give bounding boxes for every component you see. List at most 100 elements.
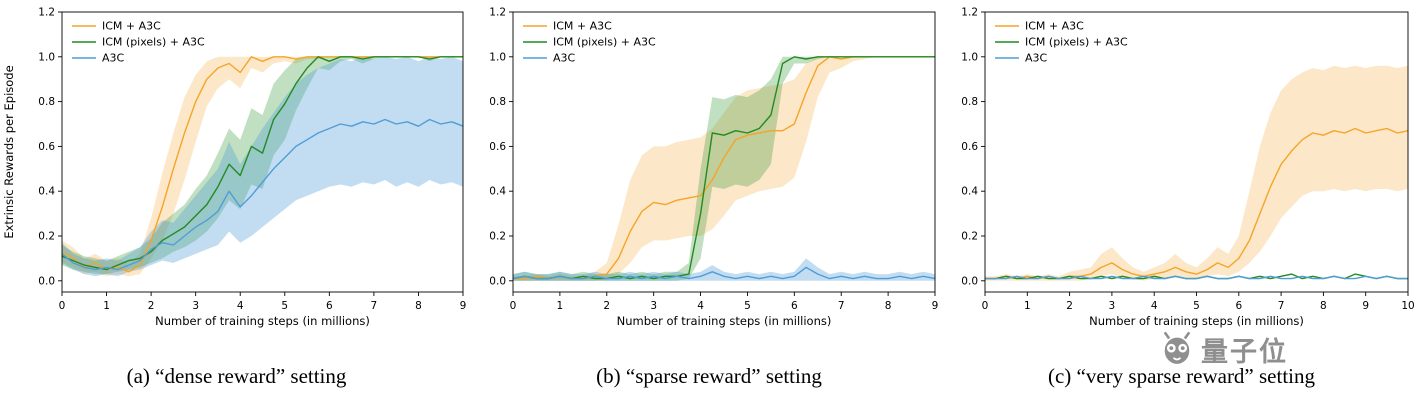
x-axis-label: Number of training steps (in millions) [1089,314,1304,328]
plot-frame [512,11,936,293]
y-tick-label: 0.4 [38,186,55,198]
x-tick-label: 2 [603,300,610,312]
icm-pixels-a3c-line [512,56,935,280]
y-axis-ticks: 0.0 0.2 0.4 0.6 0.8 1.0 1.2 [38,7,62,287]
a3c-line [61,118,464,271]
icm-pixels-a3c-line [61,56,463,271]
x-tick-label: 7 [1278,300,1285,312]
a3c-line [512,266,936,280]
a3c-band [62,56,463,277]
x-tick-label: 3 [1109,300,1116,312]
x-tick-label: 9 [460,300,467,312]
x-tick-label: 0 [59,300,66,312]
icm-a3c-band [513,56,935,281]
y-tick-label: 0.6 [961,141,978,153]
x-axis-label: Number of training steps (in millions) [155,314,370,328]
icm-a3c-band [985,65,1408,281]
x-tick-label: 6 [1235,300,1242,312]
y-axis-label: Extrinsic Rewards per Episode [2,65,16,238]
y-tick-label: 0.4 [489,186,506,198]
captions-row: (a) “dense reward” setting (b) “sparse r… [0,364,1418,389]
icm-pixels-a3c-legend-label: ICM (pixels) + A3C [553,36,656,49]
x-axis-ticks: 0 1 2 3 4 5 6 7 8 9 [510,292,939,312]
icm-a3c-band [62,56,463,277]
x-tick-label: 1 [103,300,110,312]
x-tick-label: 8 [885,300,892,312]
legend: ICM + A3C ICM (pixels) + A3C A3C [523,20,656,65]
icm-a3c-legend-label: ICM + A3C [1025,20,1084,33]
x-tick-label: 3 [650,300,657,312]
chart-sparse-reward-canvas: 0.0 0.2 0.4 0.6 0.8 1.0 1.2 0 1 2 3 4 5 6 7 8 9 Number of… [489,7,939,329]
y-tick-label: 0.0 [961,275,978,287]
x-axis-ticks: 0 1 2 3 4 5 6 7 8 9 10 [982,292,1415,312]
icm-pixels-a3c-legend-label: ICM (pixels) + A3C [1025,36,1128,49]
legend: ICM + A3C ICM (pixels) + A3C A3C [995,20,1128,65]
legend: ICM + A3C ICM (pixels) + A3C A3C [72,20,205,65]
icm-pixels-a3c-band [513,56,935,281]
icm-pixels-a3c-legend-label: ICM (pixels) + A3C [102,36,205,49]
a3c-line [985,275,1408,280]
y-tick-label: 0.8 [961,96,978,108]
a3c-legend-label: A3C [1025,52,1048,65]
qbitai-logo-icon [1163,331,1191,366]
plot-frame [61,11,464,293]
icm-a3c-legend-label: ICM + A3C [102,20,161,33]
y-tick-label: 0.6 [489,141,506,153]
y-tick-label: 1.2 [38,7,55,19]
y-tick-label: 0.8 [489,96,506,108]
icm-pixels-a3c-band [62,56,463,275]
x-tick-label: 1 [557,300,564,312]
x-tick-label: 0 [982,300,989,312]
y-tick-label: 1.2 [489,7,506,19]
a3c-legend-label: A3C [102,52,125,65]
x-tick-label: 0 [510,300,517,312]
a3c-band [513,258,935,281]
x-tick-label: 4 [1151,300,1158,312]
x-tick-label: 2 [148,300,155,312]
x-tick-label: 8 [1320,300,1327,312]
x-tick-label: 5 [744,300,751,312]
y-tick-label: 1.0 [38,51,55,63]
x-tick-label: 9 [932,300,939,312]
x-tick-label: 7 [838,300,845,312]
x-tick-label: 9 [1362,300,1369,312]
caption-dense: (a) “dense reward” setting [126,364,347,388]
qbitai-watermark-text: 量子位 [1201,336,1288,368]
y-tick-label: 1.0 [489,51,506,63]
x-tick-label: 7 [371,300,378,312]
chart-very-sparse-reward: 0.0 0.2 0.4 0.6 0.8 1.0 1.2 0 1 2 3 4 5 6 7 8 9 10 Number … [945,0,1418,352]
x-tick-label: 2 [1066,300,1073,312]
chart-dense-reward: 0.0 0.2 0.4 0.6 0.8 1.0 1.2 0 1 2 3 4 5 6 7 8 9 Number of… [0,0,473,352]
y-tick-label: 0.6 [38,141,55,153]
icm-a3c-legend-label: ICM + A3C [553,20,612,33]
y-tick-label: 0.4 [961,186,978,198]
qbitai-watermark: 量子位 [1156,328,1288,370]
y-tick-label: 0.2 [489,231,506,243]
x-tick-label: 5 [1193,300,1200,312]
charts-row: 0.0 0.2 0.4 0.6 0.8 1.0 1.2 0 1 2 3 4 5 6 7 8 9 Number of… [0,0,1418,352]
y-tick-label: 0.2 [38,231,55,243]
chart-sparse-reward: 0.0 0.2 0.4 0.6 0.8 1.0 1.2 0 1 2 3 4 5 6 7 8 9 Number of… [473,0,945,352]
x-tick-label: 5 [281,300,288,312]
a3c-legend-label: A3C [553,52,576,65]
x-axis-label: Number of training steps (in millions) [617,314,832,328]
y-axis-ticks: 0.0 0.2 0.4 0.6 0.8 1.0 1.2 [489,7,513,287]
x-tick-label: 6 [326,300,333,312]
y-tick-label: 1.0 [961,51,978,63]
x-tick-label: 1 [1024,300,1031,312]
caption-sparse: (b) “sparse reward” setting [596,364,822,388]
y-tick-label: 1.2 [961,7,978,19]
x-tick-label: 10 [1401,300,1414,312]
x-tick-label: 8 [415,300,422,312]
chart-dense-reward-canvas: 0.0 0.2 0.4 0.6 0.8 1.0 1.2 0 1 2 3 4 5 6 7 8 9 Number of… [2,7,467,329]
x-axis-ticks: 0 1 2 3 4 5 6 7 8 9 [59,292,467,312]
y-tick-label: 0.8 [38,96,55,108]
x-tick-label: 6 [791,300,798,312]
y-tick-label: 0.2 [961,231,978,243]
y-tick-label: 0.0 [489,275,506,287]
y-tick-label: 0.0 [38,275,55,287]
y-axis-ticks: 0.0 0.2 0.4 0.6 0.8 1.0 1.2 [961,7,985,287]
x-tick-label: 4 [697,300,704,312]
chart-very-sparse-reward-canvas: 0.0 0.2 0.4 0.6 0.8 1.0 1.2 0 1 2 3 4 5 6 7 8 9 10 Number … [961,7,1415,329]
